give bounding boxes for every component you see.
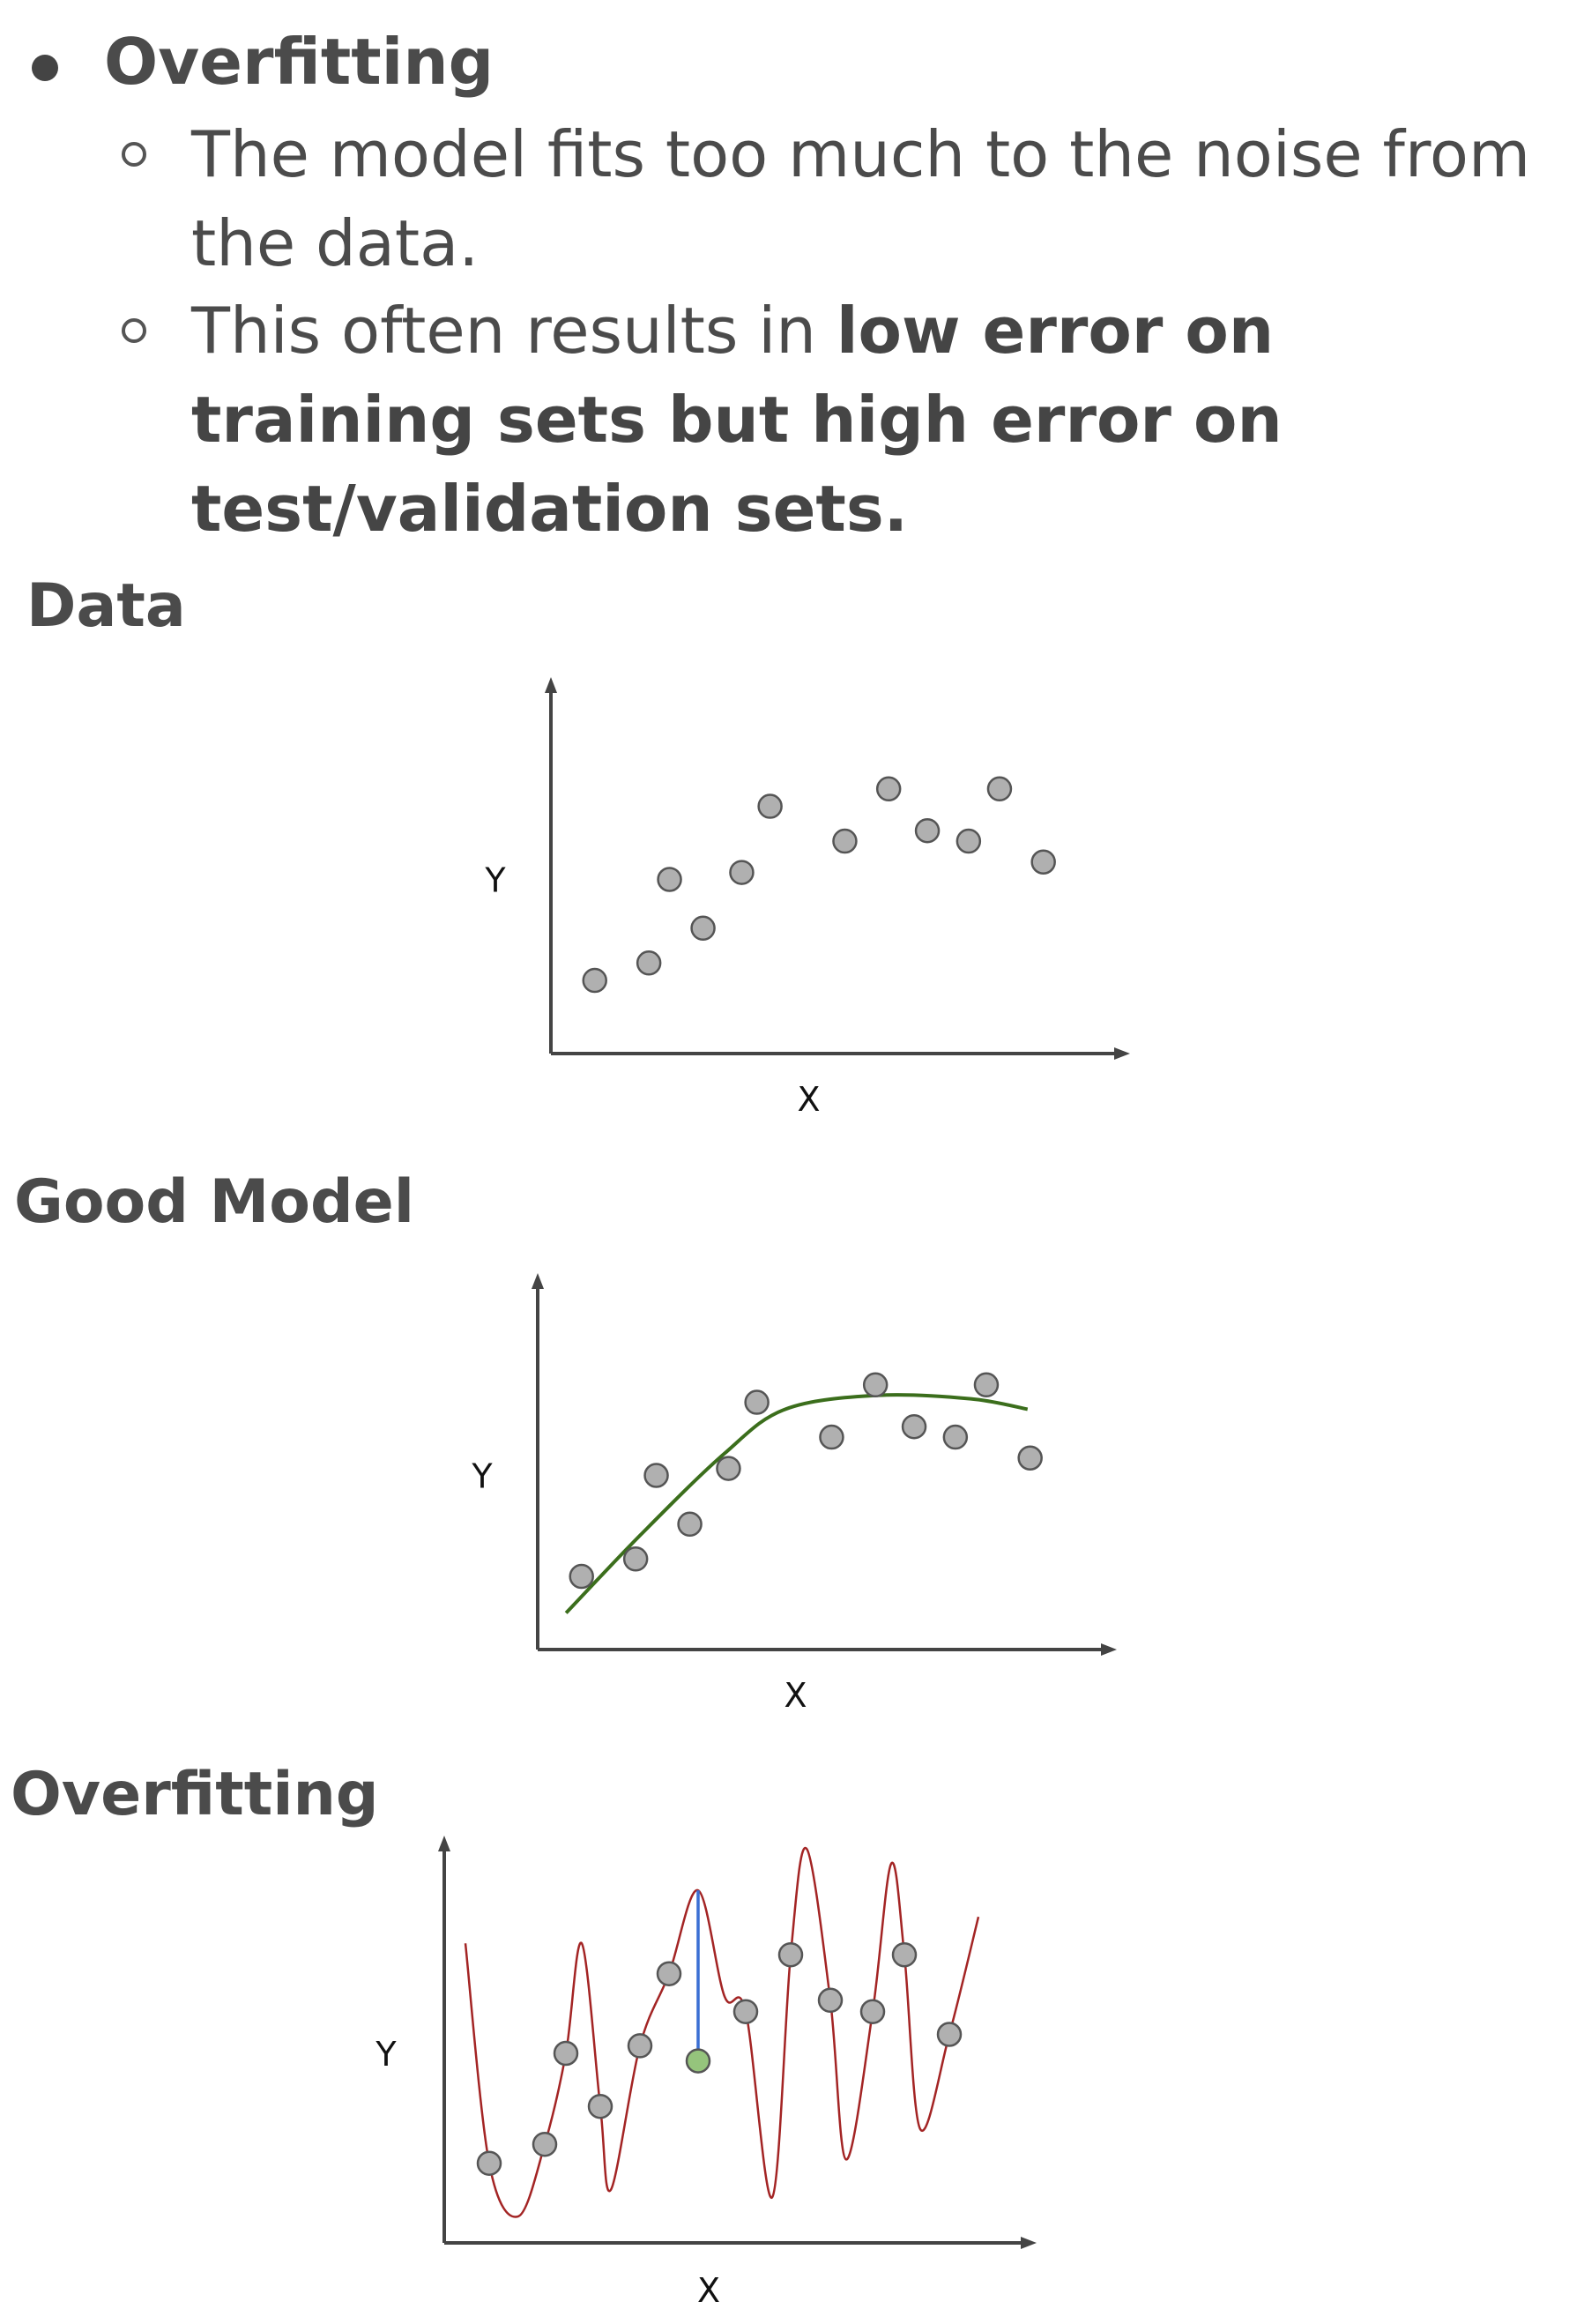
- data-point: [832, 828, 858, 854]
- y-axis-arrow-icon: [545, 677, 557, 693]
- data-point: [875, 776, 902, 802]
- y-axis-label: Y: [471, 1457, 493, 1496]
- section-title-good-model: Good Model: [14, 1167, 415, 1237]
- data-point: [587, 2093, 613, 2119]
- sub-bullet-2-bold: low error on training sets but high erro…: [191, 294, 1283, 546]
- data-scatter-plot: XY: [484, 677, 1130, 1119]
- test-point: [685, 2048, 711, 2074]
- y-axis-arrow-icon: [438, 1836, 450, 1851]
- sub-bullet-circle-icon: [122, 318, 146, 343]
- data-point: [716, 1456, 741, 1481]
- data-point: [956, 828, 982, 854]
- data-point: [532, 2131, 558, 2157]
- x-axis-arrow-icon: [1021, 2237, 1037, 2249]
- data-point: [732, 1999, 759, 2024]
- data-point: [862, 1372, 889, 1398]
- x-axis-label: X: [697, 2271, 720, 2310]
- data-point: [986, 776, 1013, 802]
- y-axis-label: Y: [484, 861, 506, 900]
- section-title-data: Data: [26, 571, 186, 641]
- data-point: [622, 1546, 649, 1572]
- data-point: [656, 1961, 682, 1986]
- data-point: [744, 1389, 770, 1415]
- sub-bullet-1: The model fits too much to the noise fro…: [191, 117, 1531, 280]
- data-point: [657, 867, 682, 892]
- bullet-dot-icon: [32, 55, 58, 81]
- data-point: [677, 1511, 703, 1538]
- data-point: [1017, 1445, 1043, 1471]
- data-point: [942, 1424, 969, 1450]
- good-model-plot: XY: [471, 1273, 1117, 1715]
- data-point: [901, 1413, 927, 1440]
- y-axis-label: Y: [375, 2035, 397, 2074]
- data-point: [569, 1563, 594, 1590]
- sub-bullet-2: This often results in low error on train…: [191, 287, 1566, 554]
- data-point: [1030, 849, 1056, 875]
- data-point: [936, 2022, 963, 2047]
- data-point: [973, 1372, 1000, 1398]
- data-point: [914, 817, 941, 844]
- x-axis-label: X: [784, 1676, 807, 1715]
- data-point: [582, 967, 607, 994]
- x-axis-arrow-icon: [1101, 1643, 1117, 1656]
- section-title-overfitting: Overfitting: [11, 1760, 379, 1829]
- overfitting-plot: XY: [375, 1836, 1037, 2310]
- sub-bullet-circle-icon: [122, 142, 146, 167]
- data-point: [891, 1941, 918, 1968]
- data-point: [859, 1999, 886, 2024]
- good-fit-curve: [564, 1393, 1029, 1614]
- bullet-main: Overfitting: [104, 25, 494, 99]
- overfit-curve: [464, 1846, 980, 2218]
- data-point: [729, 860, 755, 885]
- sub-bullet-2-plain: This often results in: [191, 294, 837, 368]
- data-point: [643, 1463, 669, 1488]
- data-point: [757, 793, 783, 819]
- data-point: [476, 2150, 502, 2176]
- data-point: [817, 1987, 844, 2014]
- y-axis-arrow-icon: [532, 1273, 544, 1289]
- data-point: [553, 2040, 579, 2067]
- data-point: [627, 2033, 653, 2059]
- x-axis-arrow-icon: [1114, 1047, 1130, 1060]
- data-point: [636, 950, 662, 976]
- data-point: [777, 1941, 804, 1968]
- data-point: [819, 1424, 844, 1450]
- data-point: [690, 915, 716, 942]
- x-axis-label: X: [797, 1080, 820, 1119]
